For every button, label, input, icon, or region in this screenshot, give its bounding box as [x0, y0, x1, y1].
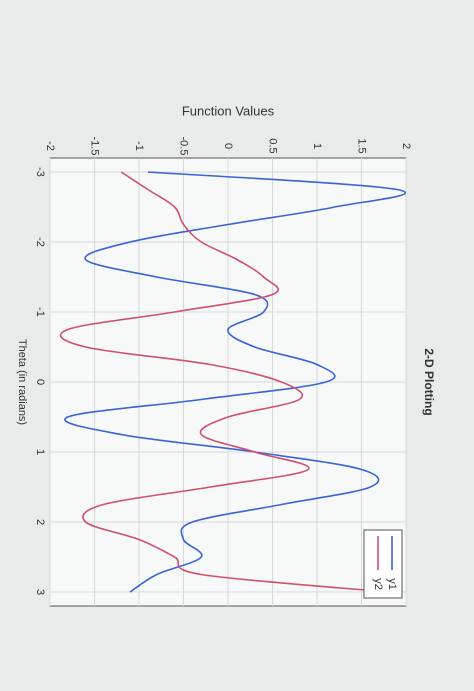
x-tick-label: -3: [34, 167, 46, 177]
legend-label: y1: [386, 578, 398, 590]
y-tick-label: -1.5: [89, 137, 101, 156]
x-tick-label: 1: [34, 449, 46, 455]
line-series: [64, 171, 407, 593]
y-tick-label: 2: [400, 143, 412, 149]
x-tick-label: 2: [34, 519, 46, 525]
y-tick-label: 0.5: [267, 138, 279, 153]
x-tick-label: 3: [34, 589, 46, 595]
y-tick-label: -0.5: [178, 137, 190, 156]
x-tick-label: -2: [34, 237, 46, 247]
chart-title: 2-D Plotting: [422, 348, 436, 415]
y-axis-label: Function Values: [182, 103, 275, 118]
y-tick-label: 1: [311, 143, 323, 149]
x-tick-label: -1: [34, 307, 46, 317]
legend-box: [363, 529, 403, 599]
x-tick-label: 0: [34, 379, 46, 385]
legend-label: y2: [372, 578, 384, 590]
line-series: [59, 171, 389, 593]
y-tick-label: 0: [222, 143, 234, 149]
y-tick-label: 1.5: [356, 138, 368, 153]
y-tick-label: -1: [133, 141, 145, 151]
y-tick-label: -2: [44, 141, 56, 151]
x-axis-label: Theta (in radians): [16, 339, 28, 425]
